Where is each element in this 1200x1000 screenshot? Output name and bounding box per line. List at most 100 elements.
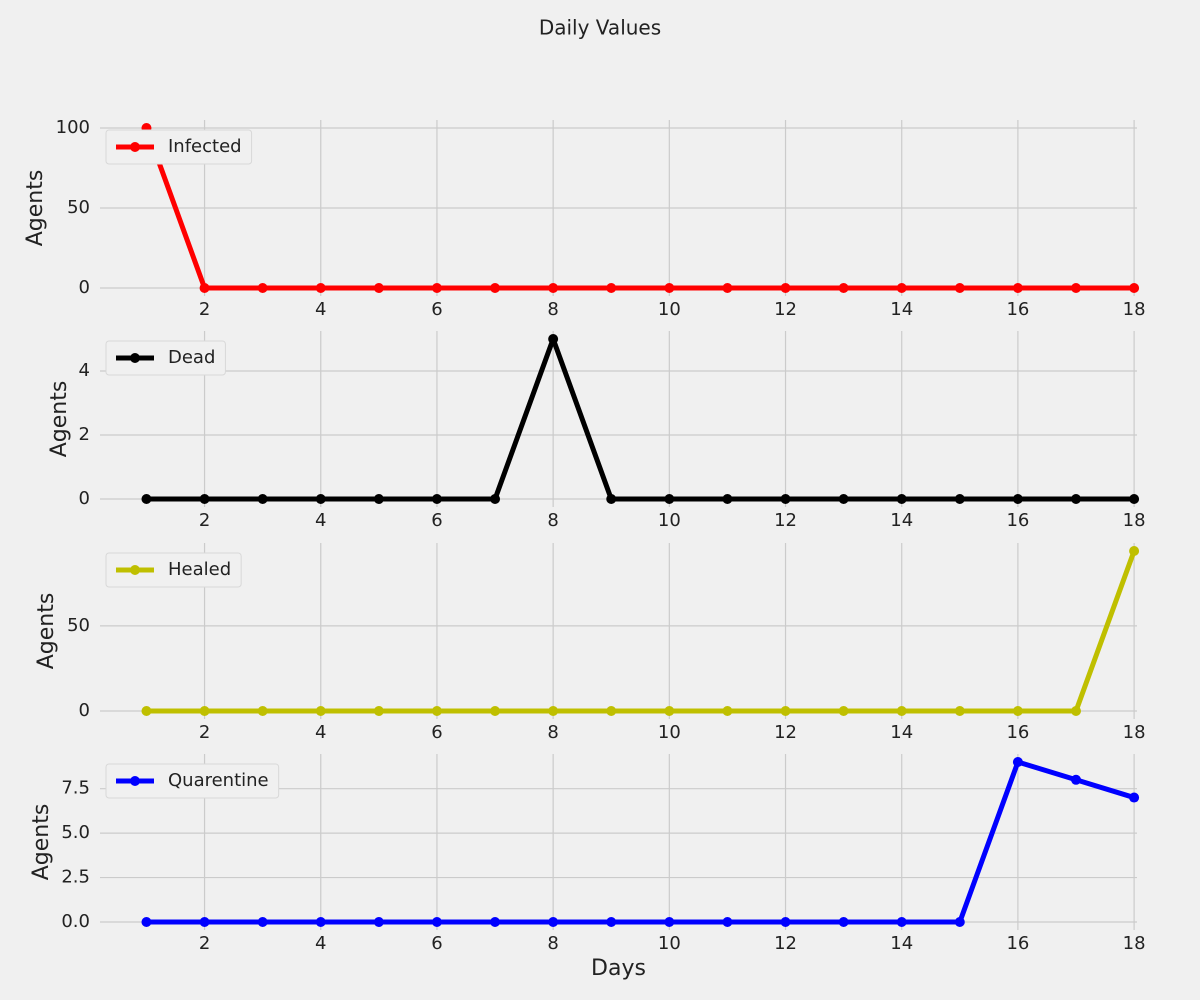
data-point xyxy=(490,706,501,716)
y-axis-label: Agents xyxy=(34,593,59,670)
data-point xyxy=(548,917,559,927)
legend-label: Dead xyxy=(168,347,215,368)
data-point xyxy=(548,334,559,344)
data-point xyxy=(373,283,384,293)
x-tick-label: 12 xyxy=(774,510,797,531)
data-point xyxy=(1012,283,1023,293)
legend: Healed xyxy=(105,552,242,588)
legend-box xyxy=(105,763,280,799)
x-tick-label: 10 xyxy=(658,722,681,743)
data-point xyxy=(780,283,791,293)
data-point xyxy=(606,494,617,504)
y-axis-label: Agents xyxy=(23,170,48,247)
data-point xyxy=(606,706,617,716)
data-point xyxy=(1129,494,1140,504)
x-tick-label: 10 xyxy=(658,299,681,320)
legend-box xyxy=(105,340,226,376)
data-point xyxy=(257,706,268,716)
data-point xyxy=(199,917,210,927)
x-tick-label: 8 xyxy=(547,722,558,743)
x-tick-label: 16 xyxy=(1006,933,1029,954)
y-tick-label: 0.0 xyxy=(61,911,90,932)
x-tick-label: 6 xyxy=(431,510,442,531)
x-tick-label: 18 xyxy=(1123,722,1146,743)
data-point xyxy=(548,706,559,716)
data-point xyxy=(838,494,849,504)
data-point xyxy=(664,494,675,504)
data-point xyxy=(257,283,268,293)
x-tick-label: 2 xyxy=(199,510,210,531)
data-point xyxy=(606,283,617,293)
y-axis-label: Agents xyxy=(29,804,54,881)
data-point xyxy=(722,283,733,293)
y-tick-label: 5.0 xyxy=(61,822,90,843)
data-point xyxy=(722,494,733,504)
data-point xyxy=(431,706,442,716)
data-point xyxy=(548,283,559,293)
y-tick-label: 0 xyxy=(79,277,90,298)
legend-label: Healed xyxy=(168,559,231,580)
y-tick-label: 0 xyxy=(79,488,90,509)
x-tick-label: 4 xyxy=(315,299,326,320)
data-point xyxy=(780,494,791,504)
y-tick-label: 2 xyxy=(79,424,90,445)
data-point xyxy=(141,706,152,716)
data-point xyxy=(1012,706,1023,716)
data-point xyxy=(315,706,326,716)
series-line xyxy=(144,127,1135,291)
y-tick-label: 50 xyxy=(67,615,90,636)
legend-box xyxy=(105,129,253,165)
data-point xyxy=(838,283,849,293)
x-tick-label: 2 xyxy=(199,722,210,743)
data-point xyxy=(780,706,791,716)
x-tick-label: 4 xyxy=(315,722,326,743)
data-point xyxy=(257,917,268,927)
legend: Dead xyxy=(105,340,226,376)
data-point xyxy=(664,706,675,716)
series-line xyxy=(146,550,1137,714)
data-point xyxy=(199,706,210,716)
data-point xyxy=(199,283,210,293)
data-point xyxy=(896,283,907,293)
x-tick-label: 18 xyxy=(1123,299,1146,320)
x-tick-label: 18 xyxy=(1123,510,1146,531)
y-tick-label: 0 xyxy=(79,700,90,721)
data-point xyxy=(954,283,965,293)
data-point xyxy=(141,917,152,927)
x-tick-label: 14 xyxy=(890,933,913,954)
data-point xyxy=(490,283,501,293)
data-point xyxy=(315,917,326,927)
data-point xyxy=(431,494,442,504)
data-point xyxy=(1071,774,1081,785)
x-tick-label: 14 xyxy=(890,510,913,531)
data-point xyxy=(896,706,907,716)
data-point xyxy=(373,706,384,716)
figure-title: Daily Values xyxy=(539,16,661,40)
series-line xyxy=(146,336,1135,502)
data-point xyxy=(780,917,791,927)
data-point xyxy=(257,494,268,504)
data-point xyxy=(1129,546,1140,556)
data-point xyxy=(664,283,675,293)
x-tick-label: 6 xyxy=(431,722,442,743)
data-point xyxy=(1071,283,1081,293)
legend-box xyxy=(105,552,242,588)
legend: Quarentine xyxy=(105,763,280,799)
data-point xyxy=(606,917,617,927)
x-tick-label: 8 xyxy=(547,933,558,954)
x-tick-label: 16 xyxy=(1006,722,1029,743)
x-tick-label: 16 xyxy=(1006,510,1029,531)
y-tick-label: 2.5 xyxy=(61,867,90,888)
data-point xyxy=(373,917,384,927)
legend-marker xyxy=(130,565,140,575)
x-tick-label: 18 xyxy=(1123,933,1146,954)
data-point xyxy=(315,283,326,293)
data-point xyxy=(954,917,965,927)
y-axis-label: Agents xyxy=(47,381,72,458)
data-point xyxy=(722,917,733,927)
data-point xyxy=(431,917,442,927)
x-tick-label: 8 xyxy=(547,510,558,531)
x-tick-label: 4 xyxy=(315,933,326,954)
data-point xyxy=(1012,494,1023,504)
